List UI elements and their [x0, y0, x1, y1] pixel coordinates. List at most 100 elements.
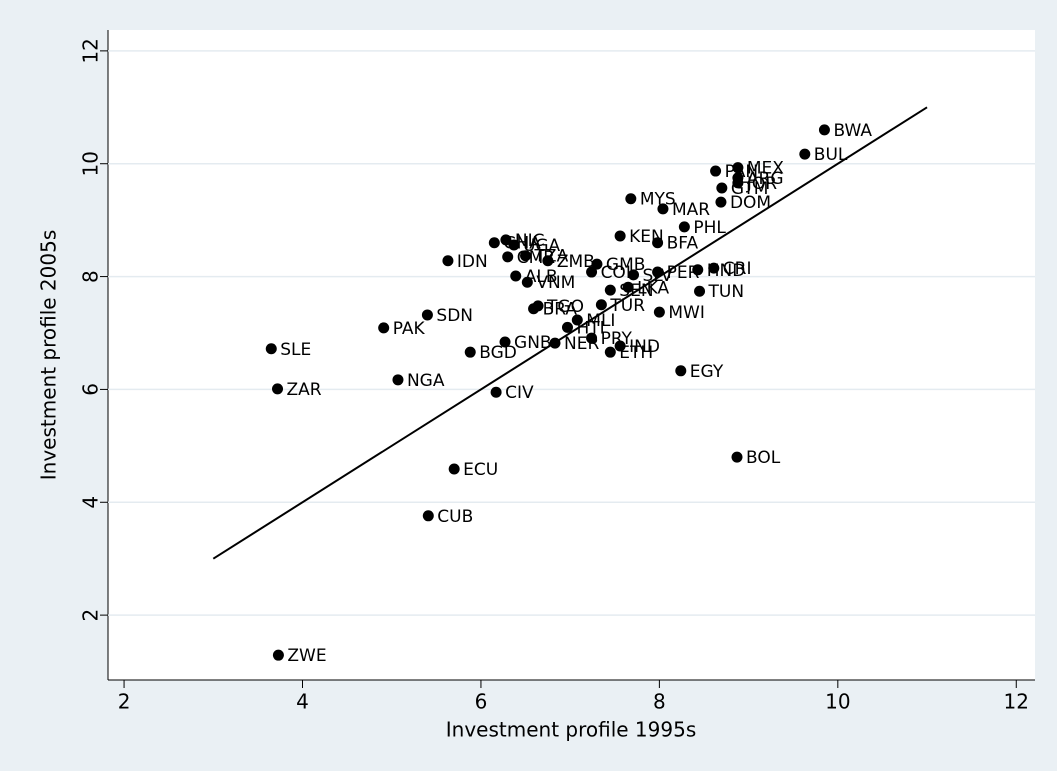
y-tick-label: 4 — [79, 496, 103, 509]
point — [708, 262, 720, 274]
point-label: EGY — [690, 362, 724, 382]
point-label: LKA — [637, 278, 669, 298]
point — [499, 336, 511, 348]
point-label: TUN — [708, 282, 745, 302]
point — [657, 203, 669, 215]
point — [508, 239, 520, 251]
point-label: GTM — [731, 179, 769, 199]
point — [710, 165, 722, 177]
point-label: PAK — [393, 319, 426, 339]
point-label: ZAR — [287, 380, 322, 400]
x-tick-label: 4 — [296, 690, 309, 714]
point — [694, 285, 706, 297]
point — [628, 269, 640, 281]
point-label: NGA — [407, 371, 445, 391]
y-axis-title: Investment profile 2005s — [37, 230, 61, 481]
point — [799, 148, 811, 160]
point — [490, 386, 502, 398]
y-tick-label: 6 — [79, 383, 103, 396]
point-label: MLI — [586, 311, 615, 331]
point-label: ETH — [619, 343, 653, 363]
point — [500, 234, 512, 246]
point-label: HND — [707, 261, 746, 281]
point-label: VNM — [536, 273, 575, 293]
point-label: BFA — [667, 234, 699, 254]
point-label: ALB — [525, 267, 558, 287]
point — [653, 306, 665, 318]
point-label: GNB — [514, 333, 552, 353]
point-label: COL — [601, 263, 636, 283]
point — [604, 346, 616, 358]
x-axis-title: Investment profile 1995s — [446, 718, 697, 742]
point-label: TUR — [609, 296, 645, 316]
fit-line — [212, 106, 928, 560]
point-label: ARG — [747, 169, 784, 189]
point-label: HTI — [576, 318, 604, 338]
point-label: ECU — [463, 460, 498, 480]
point — [716, 182, 728, 194]
point-label: JOR — [746, 174, 777, 194]
point — [732, 162, 744, 174]
point — [678, 221, 690, 233]
point — [421, 309, 433, 321]
point — [542, 255, 554, 267]
point — [510, 270, 522, 282]
point-label: BWA — [833, 121, 872, 141]
point — [818, 124, 830, 136]
point — [520, 250, 532, 262]
point-label: TGO — [546, 297, 584, 317]
point-label: MWI — [668, 303, 705, 323]
point — [622, 281, 634, 293]
point — [392, 374, 404, 386]
x-tick-label: 6 — [475, 690, 488, 714]
point-label: PHL — [693, 218, 726, 238]
point — [625, 193, 637, 205]
y-tick-label: 2 — [79, 609, 103, 622]
y-tick-label: 12 — [79, 38, 103, 63]
point-label: CIV — [505, 383, 534, 403]
point-label: BOL — [746, 448, 781, 468]
point — [604, 284, 616, 296]
y-tick-label: 10 — [79, 151, 103, 176]
point — [464, 346, 476, 358]
point-label: MEX — [747, 159, 784, 179]
point-label: MYS — [640, 190, 676, 210]
point — [675, 365, 687, 377]
point — [561, 321, 573, 333]
point-label: BGD — [479, 343, 517, 363]
point-label: ZWE — [287, 646, 326, 666]
point-label: UGA — [523, 236, 561, 256]
point-label: BRA — [543, 300, 578, 320]
point-label: BUL — [814, 145, 848, 165]
point — [528, 303, 540, 315]
point-label: IDN — [457, 252, 488, 272]
point — [272, 383, 284, 395]
point-label: CRI — [723, 259, 752, 279]
point — [521, 276, 533, 288]
point — [692, 264, 704, 276]
point — [586, 332, 598, 344]
point — [422, 510, 434, 522]
point — [488, 237, 500, 249]
y-tick-label: 8 — [79, 270, 103, 283]
point — [265, 343, 277, 355]
point-label: IND — [629, 337, 660, 357]
point — [591, 258, 603, 270]
x-tick-label: 8 — [653, 690, 666, 714]
point — [378, 322, 390, 334]
point-label: SLE — [280, 340, 311, 360]
point — [571, 314, 583, 326]
point — [586, 266, 598, 278]
point — [448, 463, 460, 475]
point — [502, 251, 514, 263]
point — [272, 649, 284, 661]
point-label: SDN — [436, 306, 473, 326]
point-label: DOM — [730, 193, 771, 213]
point-label: NER — [564, 334, 599, 354]
point-label: NIC — [515, 231, 545, 251]
point — [614, 340, 626, 352]
point — [549, 337, 561, 349]
point-label: MAR — [672, 200, 710, 220]
